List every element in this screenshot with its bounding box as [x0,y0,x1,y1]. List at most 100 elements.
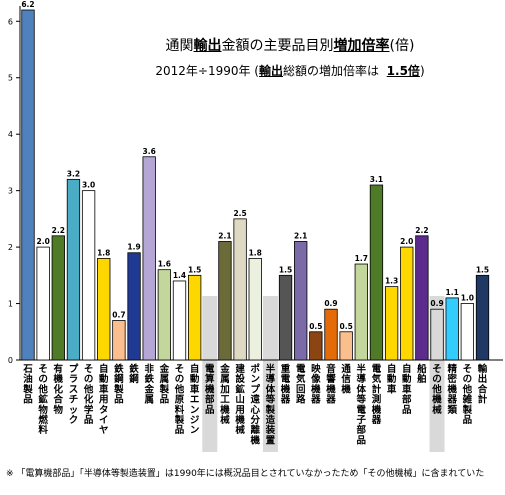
value-label: 1.8 [249,248,262,257]
bar [157,269,172,361]
category-label: 電気計測機器 [371,363,382,426]
bar [324,308,338,361]
bar [339,331,353,361]
value-label: 2.2 [52,226,65,235]
category-label: 重電機器 [280,363,291,406]
bar [294,241,308,361]
category-label: 半導体等電子部品 [356,363,367,446]
bar [430,308,444,361]
highlight-stripe [262,296,278,452]
highlight-stripe [202,296,218,452]
value-label: 0.9 [430,299,443,308]
title-part: 金額の主要品目別 [221,38,334,54]
subtitle-emphasis-export: 輸出 [259,64,284,78]
y-tick-label: 0 [8,356,13,365]
value-label: 1.7 [355,254,368,263]
y-tick-label: 4 [8,130,13,139]
category-label: その他原料製品 [174,364,185,436]
y-tick-label: 3 [8,187,13,196]
category-label: 半導体等製造装置 [265,363,276,446]
category-label: 電算機部品 [205,363,215,416]
value-label: 6.2 [21,0,34,9]
bar [400,246,414,361]
value-label: 3.6 [143,147,156,156]
bar [248,257,262,361]
bar [51,235,65,361]
subtitle-part: 2012年÷1990年 ( [155,64,259,78]
bar [187,274,202,361]
chart-title: 通関輸出金額の主要品目別増加倍率(倍) [90,35,490,55]
bar [233,218,247,361]
bar [218,241,232,361]
bar [142,156,156,361]
value-label: 2.0 [37,237,50,246]
bar [445,297,459,361]
category-label: 金属製品 [159,363,170,406]
bar [278,274,293,361]
category-label: 石油製品 [22,364,33,406]
category-label: 非鉄金属 [143,363,154,406]
subtitle-part: 総額の増加倍率は [283,64,380,78]
y-tick-label: 6 [8,17,13,26]
bar [460,303,475,361]
category-label: 通信機 [341,364,351,395]
title-emphasis-export: 輸出 [193,38,222,54]
value-label: 1.5 [188,265,201,274]
value-label: 1.6 [158,260,171,269]
chart-subtitle: 2012年÷1990年 (輸出総額の増加倍率は 1.5倍) [90,62,490,79]
bar [384,286,399,361]
value-label: 1.4 [173,271,186,280]
bar [97,257,111,361]
bar [415,235,429,361]
title-emphasis-ratio: 増加倍率 [333,38,390,54]
category-label: 有機化合物 [54,363,64,416]
category-label: 自動車エンジン [190,363,200,436]
value-label: 0.9 [324,299,337,308]
value-label: 1.3 [385,277,398,286]
category-label: ポンプ遠心分離機 [250,363,260,446]
bar [81,190,96,361]
category-label: 輸出合計 [478,363,488,406]
category-label: 船舶 [417,363,427,385]
category-label: 金属加工機械 [219,363,230,426]
title-part: (倍) [389,38,415,54]
category-label: その他機械 [431,364,442,416]
value-label: 2.1 [218,231,231,240]
value-label: 3.2 [67,169,80,178]
category-label: その他鉱物燃料 [37,364,48,436]
category-label: 映像機器 [310,363,321,406]
value-label: 0.7 [112,310,125,319]
value-label: 2.2 [415,226,428,235]
value-label: 3.0 [82,181,95,190]
value-label: 1.5 [476,265,489,274]
category-label: 鉄鋼製品 [113,363,124,406]
value-label: 1.0 [461,294,474,303]
value-label: 1.9 [127,243,140,252]
category-label: 精密機器類 [446,363,457,416]
category-label: 自動車部品 [402,363,412,416]
category-label: 音響機器 [325,363,336,406]
value-label: 2.0 [400,237,413,246]
bar [172,280,187,361]
value-label: 0.5 [340,322,353,331]
value-label: 2.1 [294,231,307,240]
category-label: その他雑製品 [462,364,473,426]
bar [475,274,490,361]
value-label: 1.8 [97,248,110,257]
category-label: 電気回路 [296,363,306,406]
footnote: ※ 「電算機部品」「半導体等製造装置」は1990年には概況品目とされていなかった… [6,469,485,479]
bar [112,320,126,361]
value-label: 1.1 [446,288,459,297]
bar [354,263,368,361]
category-label: 自動車用タイヤ [98,363,109,436]
bar [369,184,384,361]
y-tick-label: 2 [8,243,13,252]
y-tick-label: 1 [8,300,13,309]
category-label: 自動車 [387,363,397,395]
bar [309,331,323,361]
subtitle-emphasis-ratio: 1.5倍 [386,64,420,78]
category-label: プラスチック [69,363,79,426]
value-label: 0.5 [309,322,322,331]
